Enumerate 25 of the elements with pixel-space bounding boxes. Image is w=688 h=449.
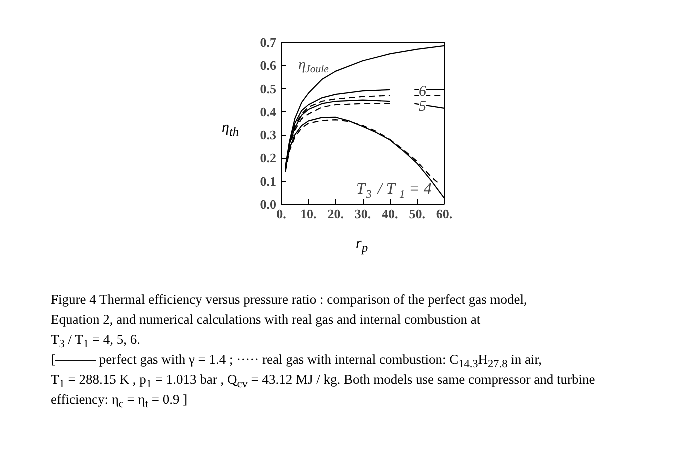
text: T$_{1}$ = 288.15 K , p$_{1}$ = 1.013 bar , Q$_{cv}$ = 43.12 MJ / kg. Both models use same compressor and turbine	[51, 372, 596, 391]
x-tick-label: 60.	[436, 206, 453, 222]
y-tick-label: 0.2	[260, 150, 276, 166]
annotation: 5	[419, 99, 428, 116]
y-tick-label: 0.4	[260, 104, 277, 120]
x-tick-label: 20.	[328, 206, 344, 222]
text: efficiency: η$_{c}$ = η$_{t}$ = 0.9 ]	[51, 392, 188, 411]
x-tick-label: 0.	[276, 206, 286, 222]
x-axis-title: r$_{p}$	[355, 235, 368, 256]
x-tick-label: 40.	[382, 206, 398, 222]
y-tick-label: 0.0	[260, 197, 276, 212]
x-tick-label: 50.	[409, 206, 426, 222]
y-tick-label: 0.3	[260, 128, 277, 143]
y-tick-label: 0.5	[260, 81, 277, 96]
y-tick-label: 0.7	[260, 35, 277, 50]
y-axis-title: η$_{th}$	[221, 119, 240, 140]
annotation: 6	[419, 84, 428, 100]
y-tick-label: 0.6	[260, 58, 277, 74]
y-tick-label: 0.1	[260, 174, 276, 189]
caption: Figure 4 Thermal efficiency versus pressure ratio : comparison of the perfect gas model,	[51, 292, 528, 307]
text: [——— perfect gas with γ = 1.4 ; ····· real gas with internal combustion: C$_{14.3}$H$_{27.8}$ in air,	[51, 352, 542, 371]
text: T$_{3}$ / T$_{1}$ = 4, 5, 6.	[51, 332, 141, 351]
x-tick-label: 30.	[354, 206, 372, 222]
text: Equation 2, and numerical calculations with real gas and internal combustion at	[51, 312, 481, 327]
x-tick-label: 10.	[300, 206, 317, 222]
